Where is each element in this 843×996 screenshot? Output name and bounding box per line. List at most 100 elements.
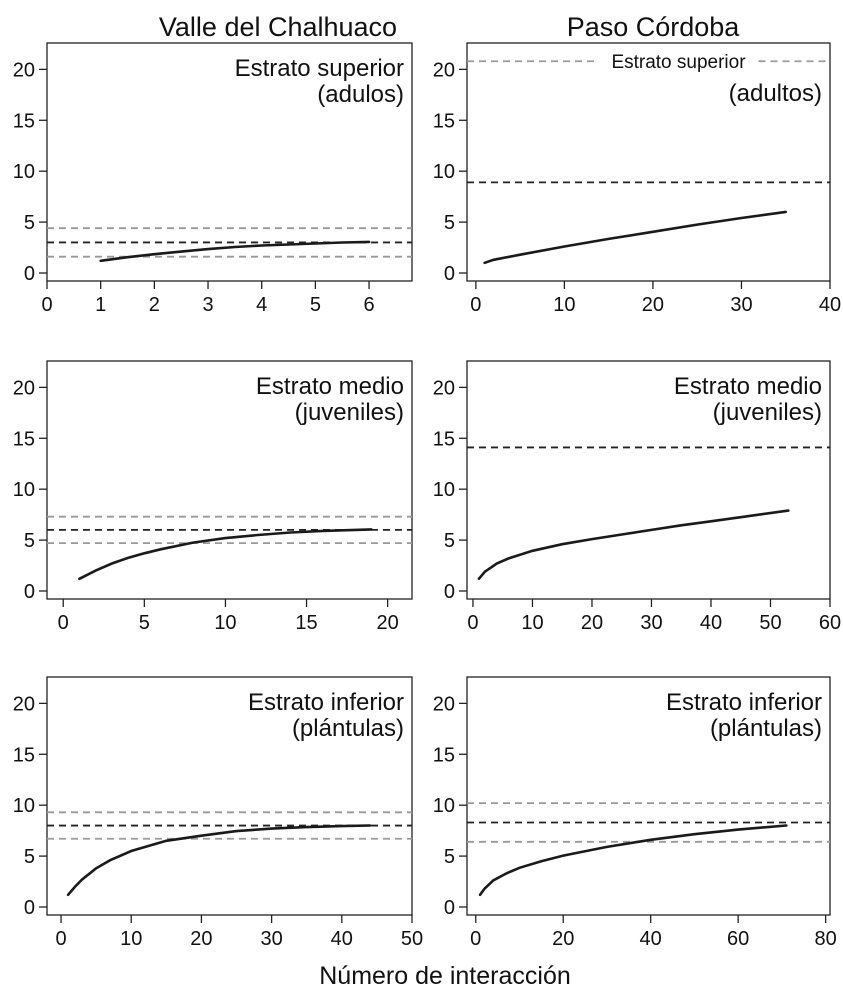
x-tick-label: 0 xyxy=(470,294,481,316)
x-tick-label: 40 xyxy=(700,612,722,634)
x-axis-label: Número de interacción xyxy=(319,962,571,990)
panel-label-line: (adultos) xyxy=(729,80,822,107)
x-tick-label: 1 xyxy=(95,294,106,316)
y-tick-label: 20 xyxy=(13,693,35,715)
y-tick-label: 0 xyxy=(24,897,35,919)
panel-label-line: (plántulas) xyxy=(292,715,404,742)
x-tick-label: 10 xyxy=(120,928,142,950)
x-tick-label: 5 xyxy=(139,612,150,634)
x-tick-label: 15 xyxy=(295,612,317,634)
y-tick-label: 15 xyxy=(13,110,35,132)
y-tick-label: 10 xyxy=(13,479,35,501)
y-tick-label: 20 xyxy=(13,59,35,81)
y-tick-label: 5 xyxy=(24,212,35,234)
panel-inferior-chalhuaco: 0 5 10 15 20 0 10 20 30 40 50 Estrato inferior(plán… xyxy=(13,676,423,950)
column-title-left: Valle del Chalhuaco xyxy=(159,12,397,42)
x-tick-label: 0 xyxy=(41,294,52,316)
y-tick-label: 10 xyxy=(13,795,35,817)
y-tick-label: 15 xyxy=(433,428,455,450)
panel-superior-chalhuaco: 0 5 10 15 20 0 1 2 3 4 5 6 Estrato superior(adulos) xyxy=(13,42,413,316)
x-tick-label: 40 xyxy=(640,928,662,950)
y-tick-label: 10 xyxy=(13,161,35,183)
y-tick-label: 5 xyxy=(444,212,455,234)
x-tick-label: 0 xyxy=(470,928,481,950)
x-tick-label: 0 xyxy=(467,612,478,634)
panel-label-line: Estrato medio xyxy=(256,373,404,400)
panel-label-line: Estrato medio xyxy=(674,373,822,400)
plot-frame xyxy=(46,676,413,916)
y-tick-label: 20 xyxy=(433,377,455,399)
y-tick-label: 20 xyxy=(433,59,455,81)
x-tick-label: 10 xyxy=(553,294,575,316)
y-tick-label: 20 xyxy=(433,693,455,715)
x-tick-label: 30 xyxy=(260,928,282,950)
accumulation-curve xyxy=(477,509,790,581)
accumulation-curve xyxy=(478,824,788,897)
y-tick-label: 20 xyxy=(13,377,35,399)
panel-medio-cordoba: 0 5 10 15 20 0 10 20 30 40 50 60 Estrato medio(juven… xyxy=(433,360,841,634)
y-tick-label: 15 xyxy=(13,744,35,766)
accumulation-curve xyxy=(99,240,371,263)
x-tick-label: 30 xyxy=(730,294,752,316)
panel-label-line: Estrato inferior xyxy=(666,689,822,716)
panel-label-line: (adulos) xyxy=(317,81,404,108)
plot-frame xyxy=(466,360,831,600)
x-tick-label: 60 xyxy=(819,612,841,634)
x-tick-label: 50 xyxy=(759,612,781,634)
y-tick-label: 15 xyxy=(13,428,35,450)
x-tick-label: 20 xyxy=(642,294,664,316)
panel-medio-chalhuaco: 0 5 10 15 20 0 5 10 15 20 Estrato medio(juveniles) xyxy=(13,360,413,634)
panel-label-line: (juveniles) xyxy=(713,399,822,426)
accumulation-curve xyxy=(78,528,373,581)
x-tick-label: 6 xyxy=(363,294,374,316)
plot-frame xyxy=(466,42,831,282)
x-tick-label: 5 xyxy=(310,294,321,316)
x-tick-label: 50 xyxy=(401,928,423,950)
panel-inferior-cordoba: 0 5 10 15 20 0 20 40 60 80 Estrato inferior(plántu… xyxy=(433,676,837,950)
x-tick-label: 10 xyxy=(521,612,543,634)
x-tick-label: 0 xyxy=(55,928,66,950)
x-tick-label: 2 xyxy=(149,294,160,316)
x-tick-label: 40 xyxy=(819,294,841,316)
y-tick-label: 0 xyxy=(444,263,455,285)
x-tick-label: 3 xyxy=(202,294,213,316)
y-tick-label: 0 xyxy=(444,897,455,919)
plot-frame xyxy=(46,360,413,600)
x-tick-label: 60 xyxy=(727,928,749,950)
panel-label-line: (plántulas) xyxy=(710,715,822,742)
x-tick-label: 40 xyxy=(331,928,353,950)
y-tick-label: 0 xyxy=(444,581,455,603)
plot-frame xyxy=(46,42,413,282)
y-tick-label: 5 xyxy=(24,846,35,868)
plot-frame xyxy=(466,676,831,916)
x-tick-label: 20 xyxy=(552,928,574,950)
x-tick-label: 0 xyxy=(58,612,69,634)
accumulation-curve xyxy=(483,210,788,265)
y-tick-label: 5 xyxy=(444,530,455,552)
x-tick-label: 20 xyxy=(377,612,399,634)
y-tick-label: 0 xyxy=(24,263,35,285)
y-tick-label: 5 xyxy=(24,530,35,552)
y-tick-label: 15 xyxy=(433,744,455,766)
x-tick-label: 20 xyxy=(581,612,603,634)
panel-label-line: (juveniles) xyxy=(295,399,404,426)
y-tick-label: 10 xyxy=(433,479,455,501)
y-tick-label: 5 xyxy=(444,846,455,868)
x-tick-label: 30 xyxy=(640,612,662,634)
accumulation-curve xyxy=(66,824,372,897)
x-tick-label: 10 xyxy=(214,612,236,634)
panel-label-line: Estrato superior xyxy=(235,55,404,82)
panel-superior-cordoba: Estrato superior 0 5 10 15 20 0 10 20 30 40 (adulto… xyxy=(433,42,841,316)
x-tick-label: 4 xyxy=(256,294,267,316)
ref-line-label: Estrato superior xyxy=(611,52,746,73)
y-tick-label: 0 xyxy=(24,581,35,603)
panel-label-line: Estrato inferior xyxy=(248,689,404,716)
y-tick-label: 10 xyxy=(433,795,455,817)
x-tick-label: 20 xyxy=(190,928,212,950)
y-tick-label: 10 xyxy=(433,161,455,183)
x-tick-label: 80 xyxy=(815,928,837,950)
column-title-right: Paso Córdoba xyxy=(567,12,741,42)
y-tick-label: 15 xyxy=(433,110,455,132)
